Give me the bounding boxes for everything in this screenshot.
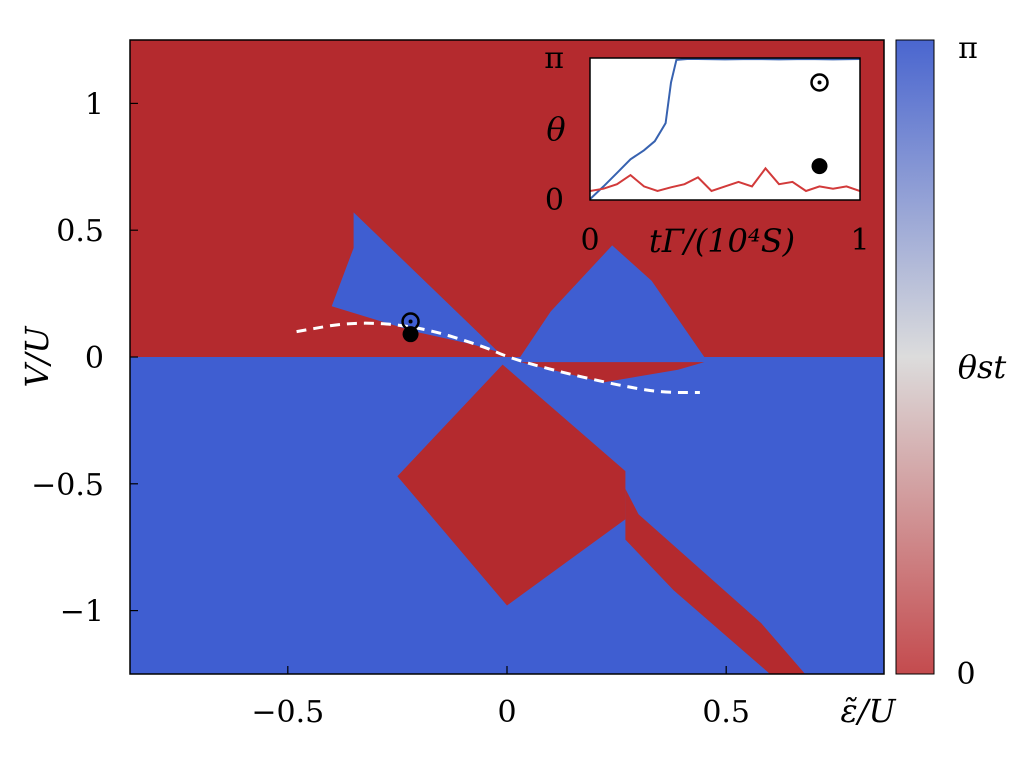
main-markers	[401, 312, 420, 343]
inset-series-line-0	[590, 58, 860, 200]
inset-filled-circle	[811, 158, 828, 175]
inset-y-tick-label: π	[544, 41, 564, 76]
inset-open-circle-dot-center	[817, 80, 822, 85]
region-left-blue-lobe	[331, 212, 499, 352]
colorbar-min-label: 0	[956, 657, 975, 692]
main-x-ticks: −0.5 0 0.5	[251, 666, 750, 730]
inset-y-tick-label: 0	[545, 183, 564, 218]
colorbar-label: θst	[958, 348, 1007, 386]
inset-x-tick-label: 0	[580, 223, 599, 258]
inset-series	[590, 58, 860, 200]
inset-x-tick-label: 1	[850, 223, 869, 258]
colorbar	[895, 39, 935, 675]
colorbar-max-label: π	[958, 31, 978, 66]
inset-y-label: θ	[546, 110, 565, 148]
inset-series-line-1	[590, 166, 860, 193]
inset-open-circle-dot	[810, 73, 829, 92]
main-y-label: V/U	[18, 326, 56, 388]
dashed-curve	[296, 321, 700, 395]
open-circle-dot-center	[408, 319, 413, 324]
x-tick-label: 0	[497, 695, 516, 730]
x-tick-label: 0.5	[702, 695, 750, 730]
main-y-ticks: 1 0.5 0 −0.5 −1	[31, 87, 138, 630]
inset-x-label: tΓ/(10⁴S)	[649, 222, 795, 260]
y-tick-label: −0.5	[31, 468, 104, 503]
inset-y-ticks: 0π	[544, 41, 564, 218]
region-center-red-diamond	[397, 364, 626, 606]
region-lower-red-wing	[520, 362, 705, 383]
inset-frame	[589, 57, 861, 201]
y-tick-label: 1	[85, 87, 104, 122]
inset-markers	[810, 73, 829, 175]
y-tick-label: −1	[60, 595, 104, 630]
filled-circle	[402, 326, 419, 343]
y-tick-label: 0.5	[56, 214, 104, 249]
x-tick-label: −0.5	[251, 695, 324, 730]
inset-background	[590, 58, 860, 200]
region-right-blue-lobe	[520, 245, 705, 357]
main-x-label: ε̃/U	[841, 692, 897, 730]
region-lower-right-red-strip	[625, 488, 806, 674]
y-tick-label: 0	[85, 341, 104, 376]
